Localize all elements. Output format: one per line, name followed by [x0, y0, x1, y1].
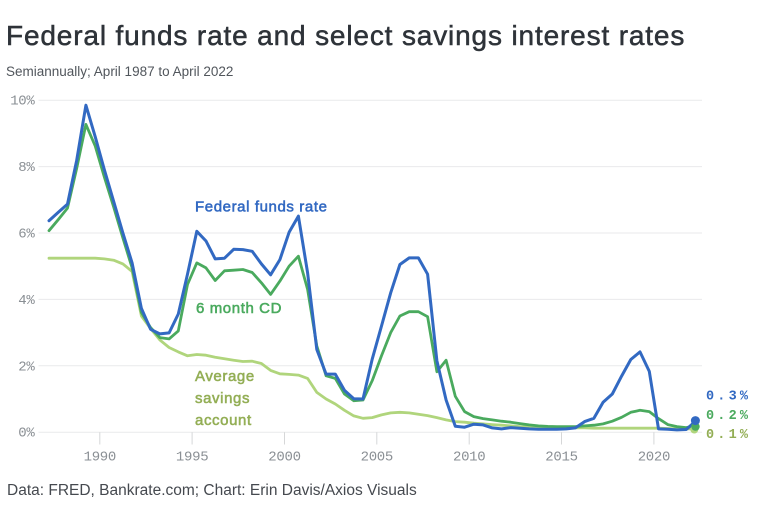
svg-text:2005: 2005: [361, 450, 393, 466]
svg-text:1990: 1990: [84, 450, 116, 466]
svg-text:4%: 4%: [18, 293, 35, 309]
svg-text:6%: 6%: [18, 227, 35, 243]
svg-text:0%: 0%: [18, 426, 35, 442]
svg-text:2000: 2000: [268, 450, 300, 466]
svg-text:2%: 2%: [18, 359, 35, 375]
svg-text:10%: 10%: [10, 94, 35, 110]
svg-text:Federal funds rate: Federal funds rate: [195, 199, 328, 216]
svg-text:0.1%: 0.1%: [706, 428, 751, 443]
svg-text:0.2%: 0.2%: [706, 409, 751, 424]
svg-text:2010: 2010: [453, 450, 485, 466]
svg-text:0.3%: 0.3%: [706, 390, 751, 405]
svg-text:2020: 2020: [638, 450, 670, 466]
svg-text:6 month CD: 6 month CD: [196, 300, 282, 317]
svg-text:1995: 1995: [176, 450, 208, 466]
svg-text:2015: 2015: [545, 450, 577, 466]
svg-text:8%: 8%: [18, 160, 35, 176]
